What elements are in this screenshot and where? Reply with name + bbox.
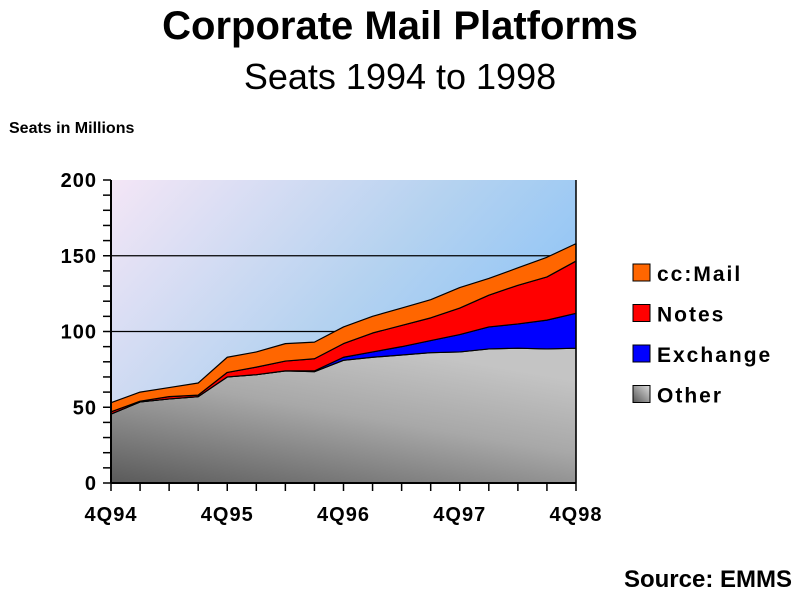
chart-title: Corporate Mail Platforms [162, 4, 638, 48]
x-tick-label: 4Q96 [317, 504, 370, 526]
x-tick-label: 4Q95 [201, 504, 254, 526]
legend-label: cc:Mail [657, 263, 742, 286]
x-tick-label: 4Q98 [550, 504, 603, 526]
x-tick-label: 4Q94 [85, 504, 138, 526]
y-tick-label: 200 [61, 170, 97, 192]
y-tick-label: 0 [85, 473, 97, 495]
legend-swatch-notes [632, 304, 651, 322]
y-tick-label: 50 [73, 397, 97, 419]
legend-label: Exchange [657, 344, 772, 367]
legend-swatch-ccmail [632, 263, 651, 282]
legend-swatch-other [632, 385, 651, 403]
y-tick-label: 150 [61, 246, 97, 268]
source-note: Source: EMMS [623, 566, 792, 593]
y-axis-label: Seats in Millions [9, 120, 135, 137]
chart-subtitle: Seats 1994 to 1998 [243, 56, 557, 97]
legend-swatch-exchange [632, 344, 651, 363]
legend-label: Notes [657, 304, 725, 327]
x-tick-label: 4Q97 [433, 504, 486, 526]
legend-label: Other [657, 385, 723, 408]
y-tick-label: 100 [61, 322, 97, 344]
